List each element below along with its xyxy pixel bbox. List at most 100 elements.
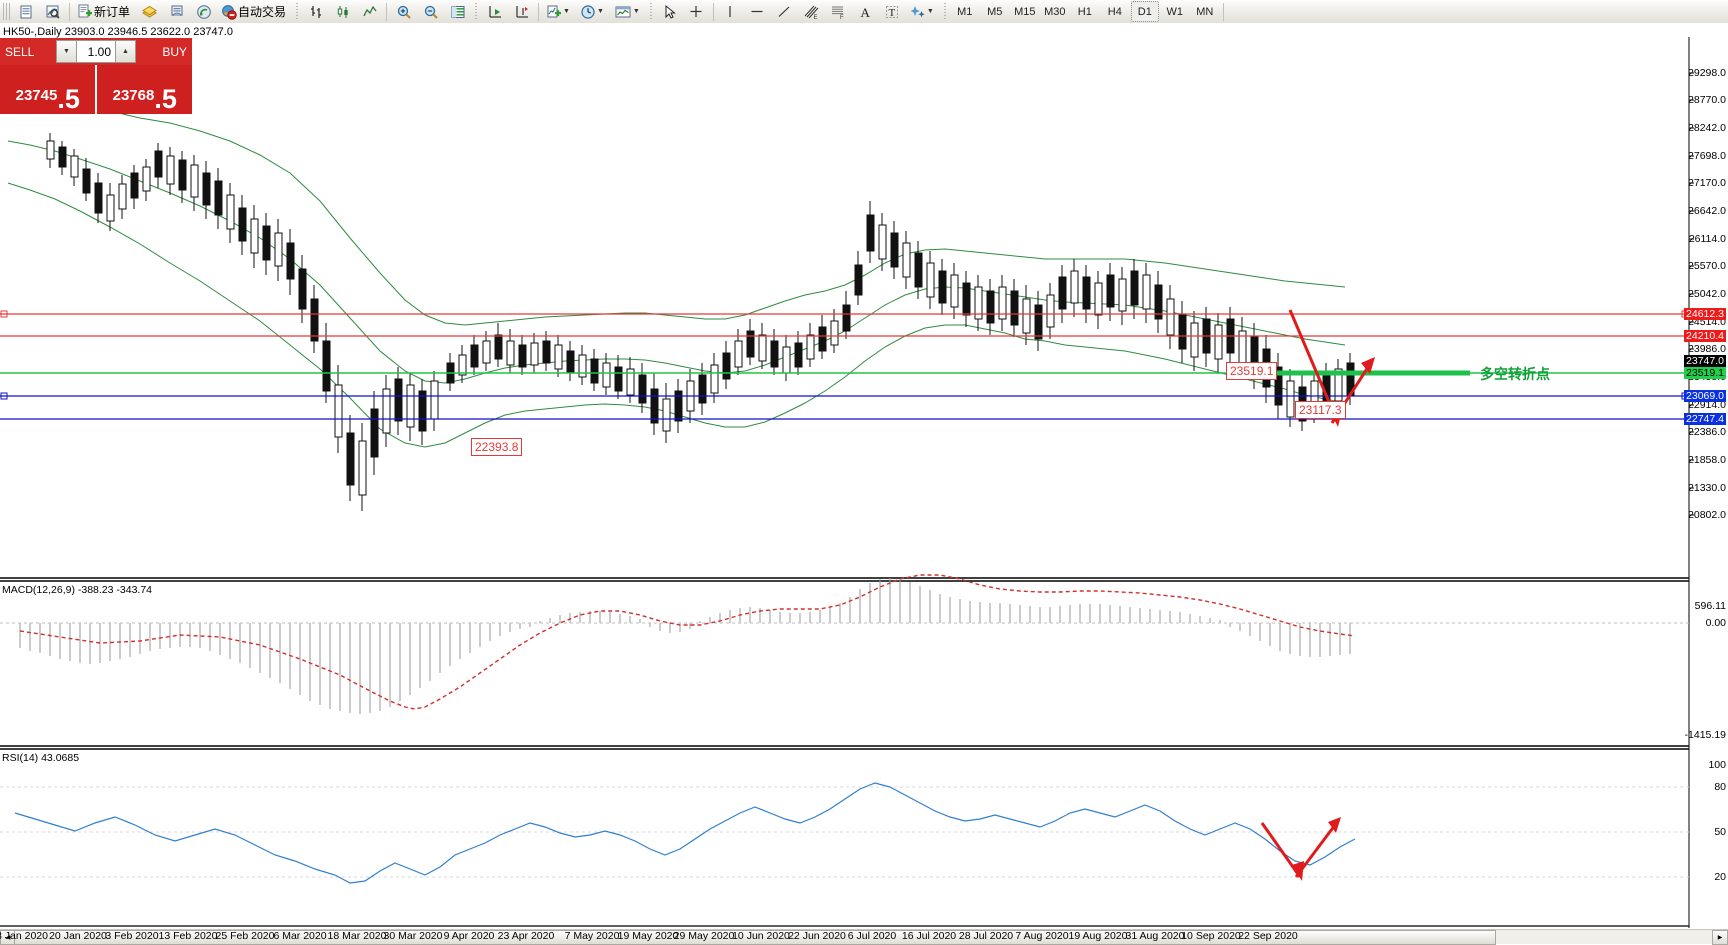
text-label-icon[interactable]: T [880, 1, 905, 23]
fibonacci-icon[interactable]: F [826, 1, 851, 23]
shapes-caret-icon[interactable]: ▼ [926, 8, 934, 15]
turning-point-note[interactable]: 多空转折点 [1480, 366, 1550, 382]
price-tick-26642: 26642.0 [1688, 205, 1726, 217]
price-tick-20802: 20802.0 [1688, 509, 1726, 521]
price-tick-25570: 25570.0 [1688, 260, 1726, 272]
indicators-caret-icon[interactable]: ▼ [563, 8, 570, 15]
date-tick-12: 29 May 2020 [673, 930, 735, 942]
mql5-community-icon[interactable] [164, 1, 189, 23]
oct-top-row: SELL ▼ 1.00 ▲ BUY [0, 38, 192, 65]
toolbar-separator-3 [386, 2, 388, 21]
price-level-tag-23747[interactable]: 23747.0 [1684, 355, 1726, 367]
price-tick-26114: 26114.0 [1688, 233, 1726, 245]
volume-up-icon[interactable]: ▲ [115, 40, 136, 63]
date-tick-0: 8 Jan 2020 [0, 930, 48, 942]
date-tick-3: 13 Feb 2020 [158, 930, 218, 942]
price-tick-22914: 22914.0 [1688, 399, 1726, 411]
price-level-tag-24210[interactable]: 24210.4 [1684, 330, 1726, 342]
svg-text:A: A [861, 5, 871, 20]
price-level-tag-23519[interactable]: 23519.1 [1684, 367, 1726, 379]
market-watch-icon[interactable] [40, 1, 65, 23]
toolbar-grip-1[interactable] [3, 3, 10, 20]
new-order-button[interactable]: 新订单 [74, 1, 135, 23]
annotation-label-23117[interactable]: 23117.3 [1295, 401, 1346, 419]
line-chart-icon[interactable] [357, 1, 382, 23]
date-tick-5: 6 Mar 2020 [273, 930, 327, 942]
annotation-label-22393[interactable]: 22393.8 [471, 438, 523, 456]
chart-grid-icon[interactable] [445, 1, 470, 23]
down-arrow-rsi [1260, 822, 1304, 881]
templates-icon[interactable]: ▼ [611, 1, 645, 23]
macd-histogram [19, 578, 1351, 714]
price-level-tag-23069[interactable]: 23069.0 [1684, 390, 1726, 402]
zoom-out-icon[interactable] [418, 1, 443, 23]
volume-stepper[interactable]: ▼ 1.00 ▲ [53, 38, 139, 65]
zoom-in-icon[interactable] [391, 1, 416, 23]
auto-scroll-icon[interactable] [509, 1, 534, 23]
auto-trading-button[interactable]: 自动交易 [218, 1, 291, 23]
buy-price-display[interactable]: 23768 . 5 [95, 65, 192, 114]
date-tick-6: 18 Mar 2020 [327, 930, 387, 942]
period-m30[interactable]: M30 [1044, 5, 1066, 18]
chart-horizontal-scrollbar[interactable]: ◀ ▶ [0, 929, 1728, 945]
periods-caret-icon[interactable]: ▼ [596, 8, 604, 15]
sell-button[interactable]: SELL [0, 38, 53, 65]
candlestick-chart-icon[interactable] [330, 1, 355, 23]
price-tick-28242: 28242.0 [1688, 122, 1726, 134]
buy-button[interactable]: BUY [139, 38, 192, 65]
periods-icon[interactable]: ▼ [577, 1, 609, 23]
macd-scale-max: 596.11 [1694, 600, 1726, 612]
templates-caret-icon[interactable]: ▼ [632, 8, 640, 15]
trendline-icon[interactable] [772, 1, 797, 23]
period-mn[interactable]: MN [1196, 5, 1214, 18]
date-tick-18: 7 Aug 2020 [1015, 930, 1069, 942]
oct-price-row: 23745 . 5 23768 . 5 [0, 65, 192, 114]
period-m15[interactable]: M15 [1014, 5, 1036, 18]
terminal-icon[interactable] [13, 1, 38, 23]
toolbar-separator-4 [475, 2, 478, 21]
horizontal-line-icon[interactable] [745, 1, 770, 23]
date-tick-1: 20 Jan 2020 [49, 930, 107, 942]
text-icon[interactable]: A [853, 1, 878, 23]
one-click-trading-panel[interactable]: SELL ▼ 1.00 ▲ BUY 23745 . 5 23768 . 5 [0, 38, 192, 114]
volume-down-icon[interactable]: ▼ [56, 40, 77, 63]
rsi-scale-100: 100 [1708, 759, 1726, 771]
toolbar-separator-8 [943, 2, 946, 21]
bar-chart-icon[interactable] [303, 1, 328, 23]
date-tick-4: 25 Feb 2020 [215, 930, 275, 942]
price-tick-25042: 25042.0 [1688, 288, 1726, 300]
period-d1[interactable]: D1 [1130, 1, 1159, 22]
shapes-icon[interactable]: ▼ [907, 1, 939, 23]
period-w1[interactable]: W1 [1166, 5, 1184, 18]
period-m5[interactable]: M5 [987, 5, 1003, 18]
date-tick-13: 10 Jun 2020 [732, 930, 790, 942]
crosshair-icon[interactable] [684, 1, 709, 23]
volume-input[interactable]: 1.00 [77, 40, 115, 63]
toolbar-separator-7 [712, 2, 714, 21]
annotation-label-23519[interactable]: 23519.1 [1226, 362, 1278, 380]
period-h1[interactable]: H1 [1077, 5, 1092, 18]
price-tick-23986: 23986.0 [1688, 343, 1726, 355]
chart-window[interactable]: HK50-,Daily 23903.0 23946.5 23622.0 2374… [0, 23, 1728, 945]
price-level-tag-24612[interactable]: 24612.3 [1684, 308, 1726, 320]
sell-price-fraction: 5 [64, 84, 80, 114]
equidistant-channel-icon[interactable]: E [799, 1, 824, 23]
rsi-scale-50: 50 [1714, 826, 1726, 838]
algo-book-icon[interactable] [137, 1, 162, 23]
scroll-right-icon[interactable]: ▶ [1712, 929, 1728, 945]
rsi-indicator-title: RSI(14) 43.0685 [2, 752, 80, 764]
vertical-line-icon[interactable] [718, 1, 743, 23]
buy-price-integer: 23768 [112, 87, 155, 104]
indicators-icon[interactable]: ▼ [543, 1, 575, 23]
date-tick-2: 3 Feb 2020 [105, 930, 159, 942]
chart-shift-icon[interactable] [482, 1, 507, 23]
toolbar-separator-5 [538, 2, 540, 21]
signals-icon[interactable] [191, 1, 216, 23]
price-level-tag-22747[interactable]: 22747.4 [1684, 413, 1726, 425]
date-tick-11: 19 May 2020 [617, 930, 679, 942]
period-m1[interactable]: M1 [957, 5, 973, 18]
toolbar-separator-2 [296, 2, 299, 21]
cursor-icon[interactable] [657, 1, 682, 23]
period-h4[interactable]: H4 [1107, 5, 1122, 18]
sell-price-display[interactable]: 23745 . 5 [0, 65, 95, 114]
